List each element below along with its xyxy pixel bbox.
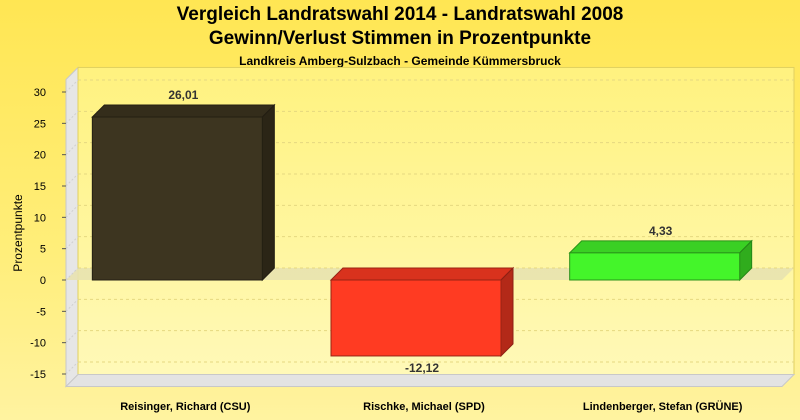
y-tick-label: 30 [34, 87, 46, 99]
y-tick-label: 10 [34, 212, 46, 224]
bar-top-face [329, 267, 515, 281]
data-label: -12,12 [405, 361, 439, 375]
y-tick-label: -15 [30, 369, 46, 381]
grid-line [65, 267, 79, 281]
y-axis: 30 25 20 15 10 5 0 -5 -10 -15 [30, 87, 66, 381]
grid-line [65, 142, 79, 156]
grid-line [65, 110, 79, 124]
bar: 4,33 [568, 224, 753, 282]
bars: 26,01 -12,12 4,33 [91, 88, 753, 375]
data-label: 4,33 [649, 224, 673, 238]
y-tick-label: -10 [30, 338, 46, 350]
chart-title-line2: Gewinn/Verlust Stimmen in Prozentpunkte [208, 28, 592, 49]
bar-front-face [569, 252, 741, 281]
bar-side-face [500, 266, 514, 358]
grid-line [65, 173, 79, 187]
grid-line [65, 204, 79, 218]
grid-line [65, 361, 79, 375]
bar-front-face [330, 279, 502, 357]
bar-front-face [91, 116, 263, 281]
bar: 26,01 [91, 88, 276, 282]
bar-top-face [568, 240, 753, 254]
grid-line [65, 236, 79, 250]
floor [64, 374, 796, 388]
grid-line [65, 298, 79, 312]
y-tick-label: 25 [34, 118, 46, 130]
y-tick-label: 0 [40, 275, 46, 287]
y-tick-label: 5 [40, 244, 46, 256]
left-wall [65, 66, 79, 388]
y-tick-label: -5 [36, 306, 46, 318]
y-tick-label: 20 [34, 150, 46, 162]
y-axis-label: Prozentpunkte [11, 194, 25, 272]
chart-title: Vergleich Landratswahl 2014 - Landratswa… [176, 4, 624, 25]
data-label: 26,01 [168, 88, 198, 102]
category-label: Reisinger, Richard (CSU) [120, 401, 251, 413]
category-label: Lindenberger, Stefan (GRÜNE) [583, 400, 743, 413]
y-tick-label: 15 [34, 181, 46, 193]
grid-line [65, 79, 79, 93]
grid-line [65, 330, 79, 344]
bar: -12,12 [329, 266, 515, 375]
bar-top-face [91, 104, 276, 118]
bar-side-face [261, 103, 275, 282]
category-label: Rischke, Michael (SPD) [363, 401, 485, 413]
x-axis: Reisinger, Richard (CSU) Rischke, Michael… [120, 400, 743, 413]
chart-subtitle: Landkreis Amberg-Sulzbach - Gemeinde Küm… [239, 54, 561, 68]
